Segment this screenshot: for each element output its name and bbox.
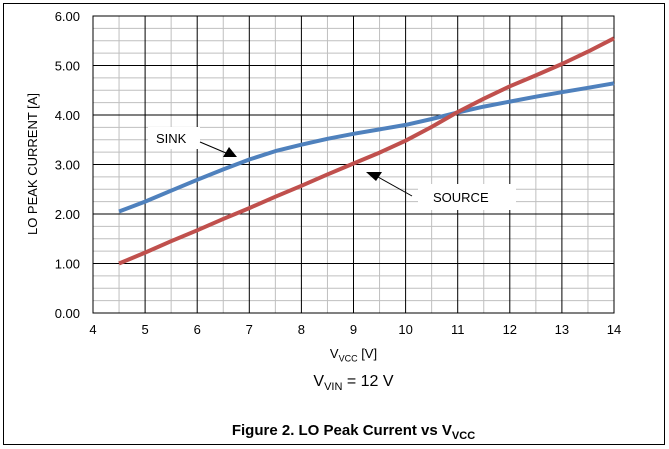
annotation-sink-label: SINK (156, 131, 187, 146)
x-tick-label: 5 (141, 322, 148, 337)
annotation-sink-arrowhead (223, 147, 237, 157)
y-tick-label: 2.00 (55, 207, 80, 222)
y-tick-label: 4.00 (55, 108, 80, 123)
x-axis-label: VVCC [V] (329, 346, 378, 364)
chart: SINK SOURCE 4 5 6 7 8 9 10 11 12 13 14 0.00 1.00 2.00… (25, 9, 621, 337)
annotation-sink-leader (199, 141, 227, 154)
figure-frame (3, 3, 665, 445)
annotation-sink-bg (148, 127, 200, 149)
annotations-layer: SINK SOURCE (148, 127, 516, 210)
x-tick-label: 10 (398, 322, 412, 337)
x-tick-label: 8 (298, 322, 305, 337)
series-line-sink (118, 81, 615, 214)
y-tick-label: 6.00 (55, 9, 80, 24)
x-tick-label: 14 (607, 322, 621, 337)
y-tick-label: 3.00 (55, 158, 80, 173)
y-tick-label: 1.00 (55, 257, 80, 272)
y-axis-label: LO PEAK CURRENT [A] (25, 93, 40, 235)
plot-area (92, 15, 615, 314)
y-tick-label: 5.00 (55, 59, 80, 74)
x-tick-label: 12 (503, 322, 517, 337)
annotation-source-leader (377, 176, 413, 197)
x-tick-label: 11 (451, 322, 465, 337)
y-tick-labels: 0.00 1.00 2.00 3.00 4.00 5.00 6.00 (55, 9, 80, 321)
annotation-source-label: SOURCE (433, 190, 489, 205)
x-tick-label: 9 (350, 322, 357, 337)
x-tick-label: 6 (194, 322, 201, 337)
x-tick-label: 7 (246, 322, 253, 337)
annotation-source-arrowhead (366, 172, 382, 181)
series-layer (118, 36, 615, 266)
chart-subtitle: VVIN = 12 V (313, 373, 394, 394)
x-tick-label: 13 (555, 322, 569, 337)
x-tick-labels: 4 5 6 7 8 9 10 11 12 13 14 (89, 322, 621, 337)
y-tick-label: 0.00 (55, 306, 80, 321)
annotation-source-bg (418, 184, 516, 210)
x-tick-label: 4 (89, 322, 96, 337)
series-line-source (118, 36, 615, 266)
figure-caption: Figure 2. LO Peak Current vs VVCC (231, 422, 476, 442)
